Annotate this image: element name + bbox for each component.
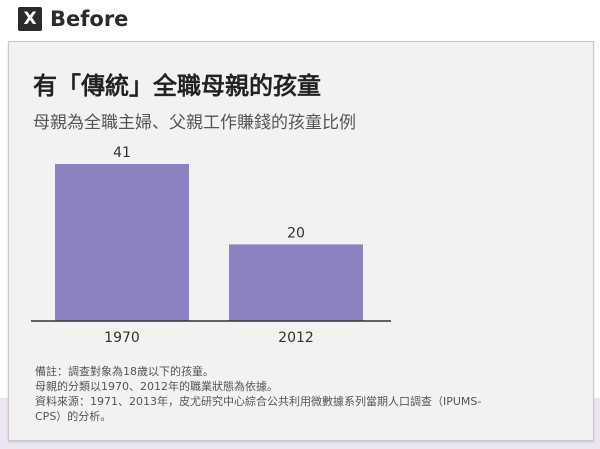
bar-chart: 41 1970 20 2012 [31, 145, 391, 346]
value-label-2012: 20 [287, 225, 305, 241]
category-label-2012: 2012 [278, 330, 314, 346]
category-label-1970: 1970 [104, 330, 140, 346]
x-icon: X [18, 7, 42, 31]
value-label-1970: 41 [113, 145, 131, 161]
chart-notes: 備註：調查對象為18歲以下的孩童。 母親的分類以1970、2012年的職業狀態為… [35, 364, 575, 424]
chart-subtitle: 母親為全職主婦、父親工作賺錢的孩童比例 [33, 113, 356, 133]
note-line: CPS）的分析。 [35, 410, 112, 423]
note-line: 母親的分類以1970、2012年的職業狀態為依據。 [35, 380, 278, 393]
bar-1970 [55, 164, 189, 321]
note-line: 備註：調查對象為18歲以下的孩童。 [35, 365, 214, 378]
header-label: Before [50, 7, 129, 31]
chart-card: 有「傳統」全職母親的孩童 母親為全職主婦、父親工作賺錢的孩童比例 41 1970 2… [8, 41, 594, 441]
bar-2012 [229, 244, 363, 321]
header-bar: X Before [18, 7, 128, 31]
chart-title: 有「傳統」全職母親的孩童 [33, 72, 321, 100]
note-line: 資料來源：1971、2013年，皮尤研究中心綜合公共利用微數據系列當期人口調查（… [35, 395, 482, 408]
